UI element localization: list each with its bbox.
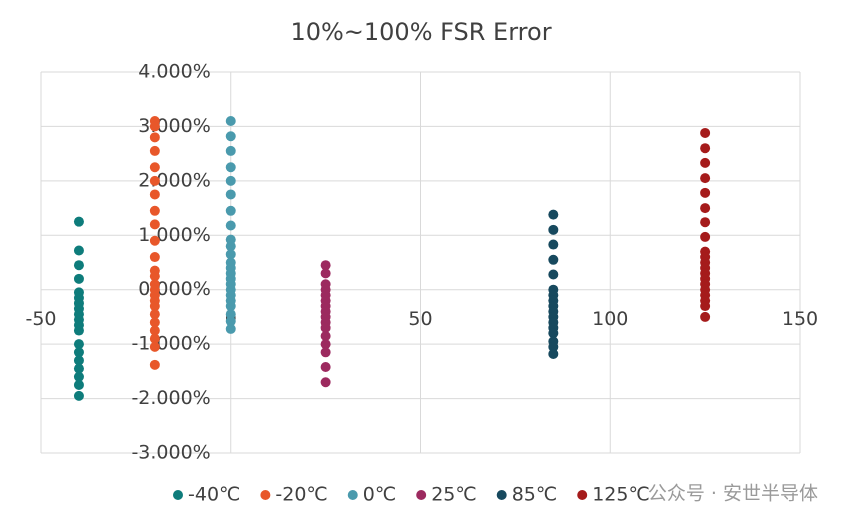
point [700, 203, 711, 214]
y-tick-label: -1.000% [131, 333, 210, 355]
point [548, 224, 559, 235]
point [149, 341, 160, 352]
legend-marker [173, 490, 183, 500]
point [73, 339, 84, 350]
legend-marker [347, 490, 358, 500]
y-tick-label: 3.000% [138, 115, 210, 137]
point [320, 347, 331, 358]
legend-label: -40℃ [188, 484, 240, 506]
point [149, 189, 160, 200]
legend-label: 85℃ [512, 484, 558, 506]
point [149, 333, 160, 344]
point [548, 254, 559, 265]
point [225, 220, 236, 231]
point [548, 348, 559, 359]
point [225, 145, 236, 156]
point [73, 363, 84, 374]
legend-marker [496, 490, 507, 500]
point [320, 268, 331, 279]
point [225, 249, 236, 260]
point [73, 371, 84, 382]
point [548, 341, 559, 352]
point [320, 339, 331, 350]
x-tick-label: 150 [782, 308, 818, 330]
point [73, 216, 84, 227]
point [225, 115, 236, 126]
point [149, 219, 160, 230]
point [700, 311, 711, 322]
legend-marker [260, 490, 271, 500]
point [225, 175, 236, 186]
point [320, 260, 331, 271]
point [149, 301, 160, 312]
point [225, 162, 236, 173]
point [73, 347, 84, 358]
legend-marker [577, 490, 588, 500]
y-tick-label: 2.000% [138, 169, 210, 191]
point [700, 187, 711, 198]
y-tick-label: -3.000% [131, 442, 210, 464]
point [149, 271, 160, 282]
point [225, 301, 236, 312]
point [548, 239, 559, 250]
point [225, 316, 236, 327]
y-tick-label: 1.000% [138, 224, 210, 246]
point [73, 273, 84, 284]
y-tick-label: 4.000% [138, 61, 210, 83]
point [149, 162, 160, 173]
legend-label: 125℃ [592, 484, 650, 506]
point [320, 322, 331, 333]
legend-marker [416, 490, 427, 500]
watermark: 公众号 · 安世半导体 [648, 483, 818, 505]
point [548, 328, 559, 339]
point [73, 355, 84, 366]
point [73, 325, 84, 336]
point [149, 132, 160, 143]
point [149, 145, 160, 156]
point [225, 189, 236, 200]
x-tick-label: -50 [25, 308, 56, 330]
chart-title: 10%~100% FSR Error [290, 18, 551, 46]
point [149, 317, 160, 328]
point [320, 362, 331, 373]
point [225, 241, 236, 252]
point [700, 157, 711, 168]
point [73, 379, 84, 390]
point [73, 245, 84, 256]
point [700, 143, 711, 154]
point [149, 325, 160, 336]
point [700, 301, 711, 312]
point [700, 173, 711, 184]
point [73, 260, 84, 271]
legend-label: 0℃ [363, 484, 396, 506]
point [225, 131, 236, 142]
point [149, 205, 160, 216]
point [548, 209, 559, 220]
point [320, 377, 331, 388]
point [149, 121, 160, 132]
point [700, 217, 711, 228]
point [225, 323, 236, 334]
x-tick-label: 100 [592, 308, 628, 330]
point [149, 309, 160, 320]
point [149, 252, 160, 263]
legend-label: -20℃ [275, 484, 327, 506]
legend-label: 25℃ [431, 484, 477, 506]
point [149, 175, 160, 186]
point [149, 235, 160, 246]
x-tick-label: 50 [408, 308, 432, 330]
y-tick-label: -2.000% [131, 387, 210, 409]
point [700, 231, 711, 242]
point [149, 359, 160, 370]
point [548, 269, 559, 280]
point [73, 390, 84, 401]
y-tick-label: 0.000% [138, 278, 210, 300]
point [225, 205, 236, 216]
point [320, 330, 331, 341]
point [225, 309, 236, 320]
point [700, 127, 711, 138]
